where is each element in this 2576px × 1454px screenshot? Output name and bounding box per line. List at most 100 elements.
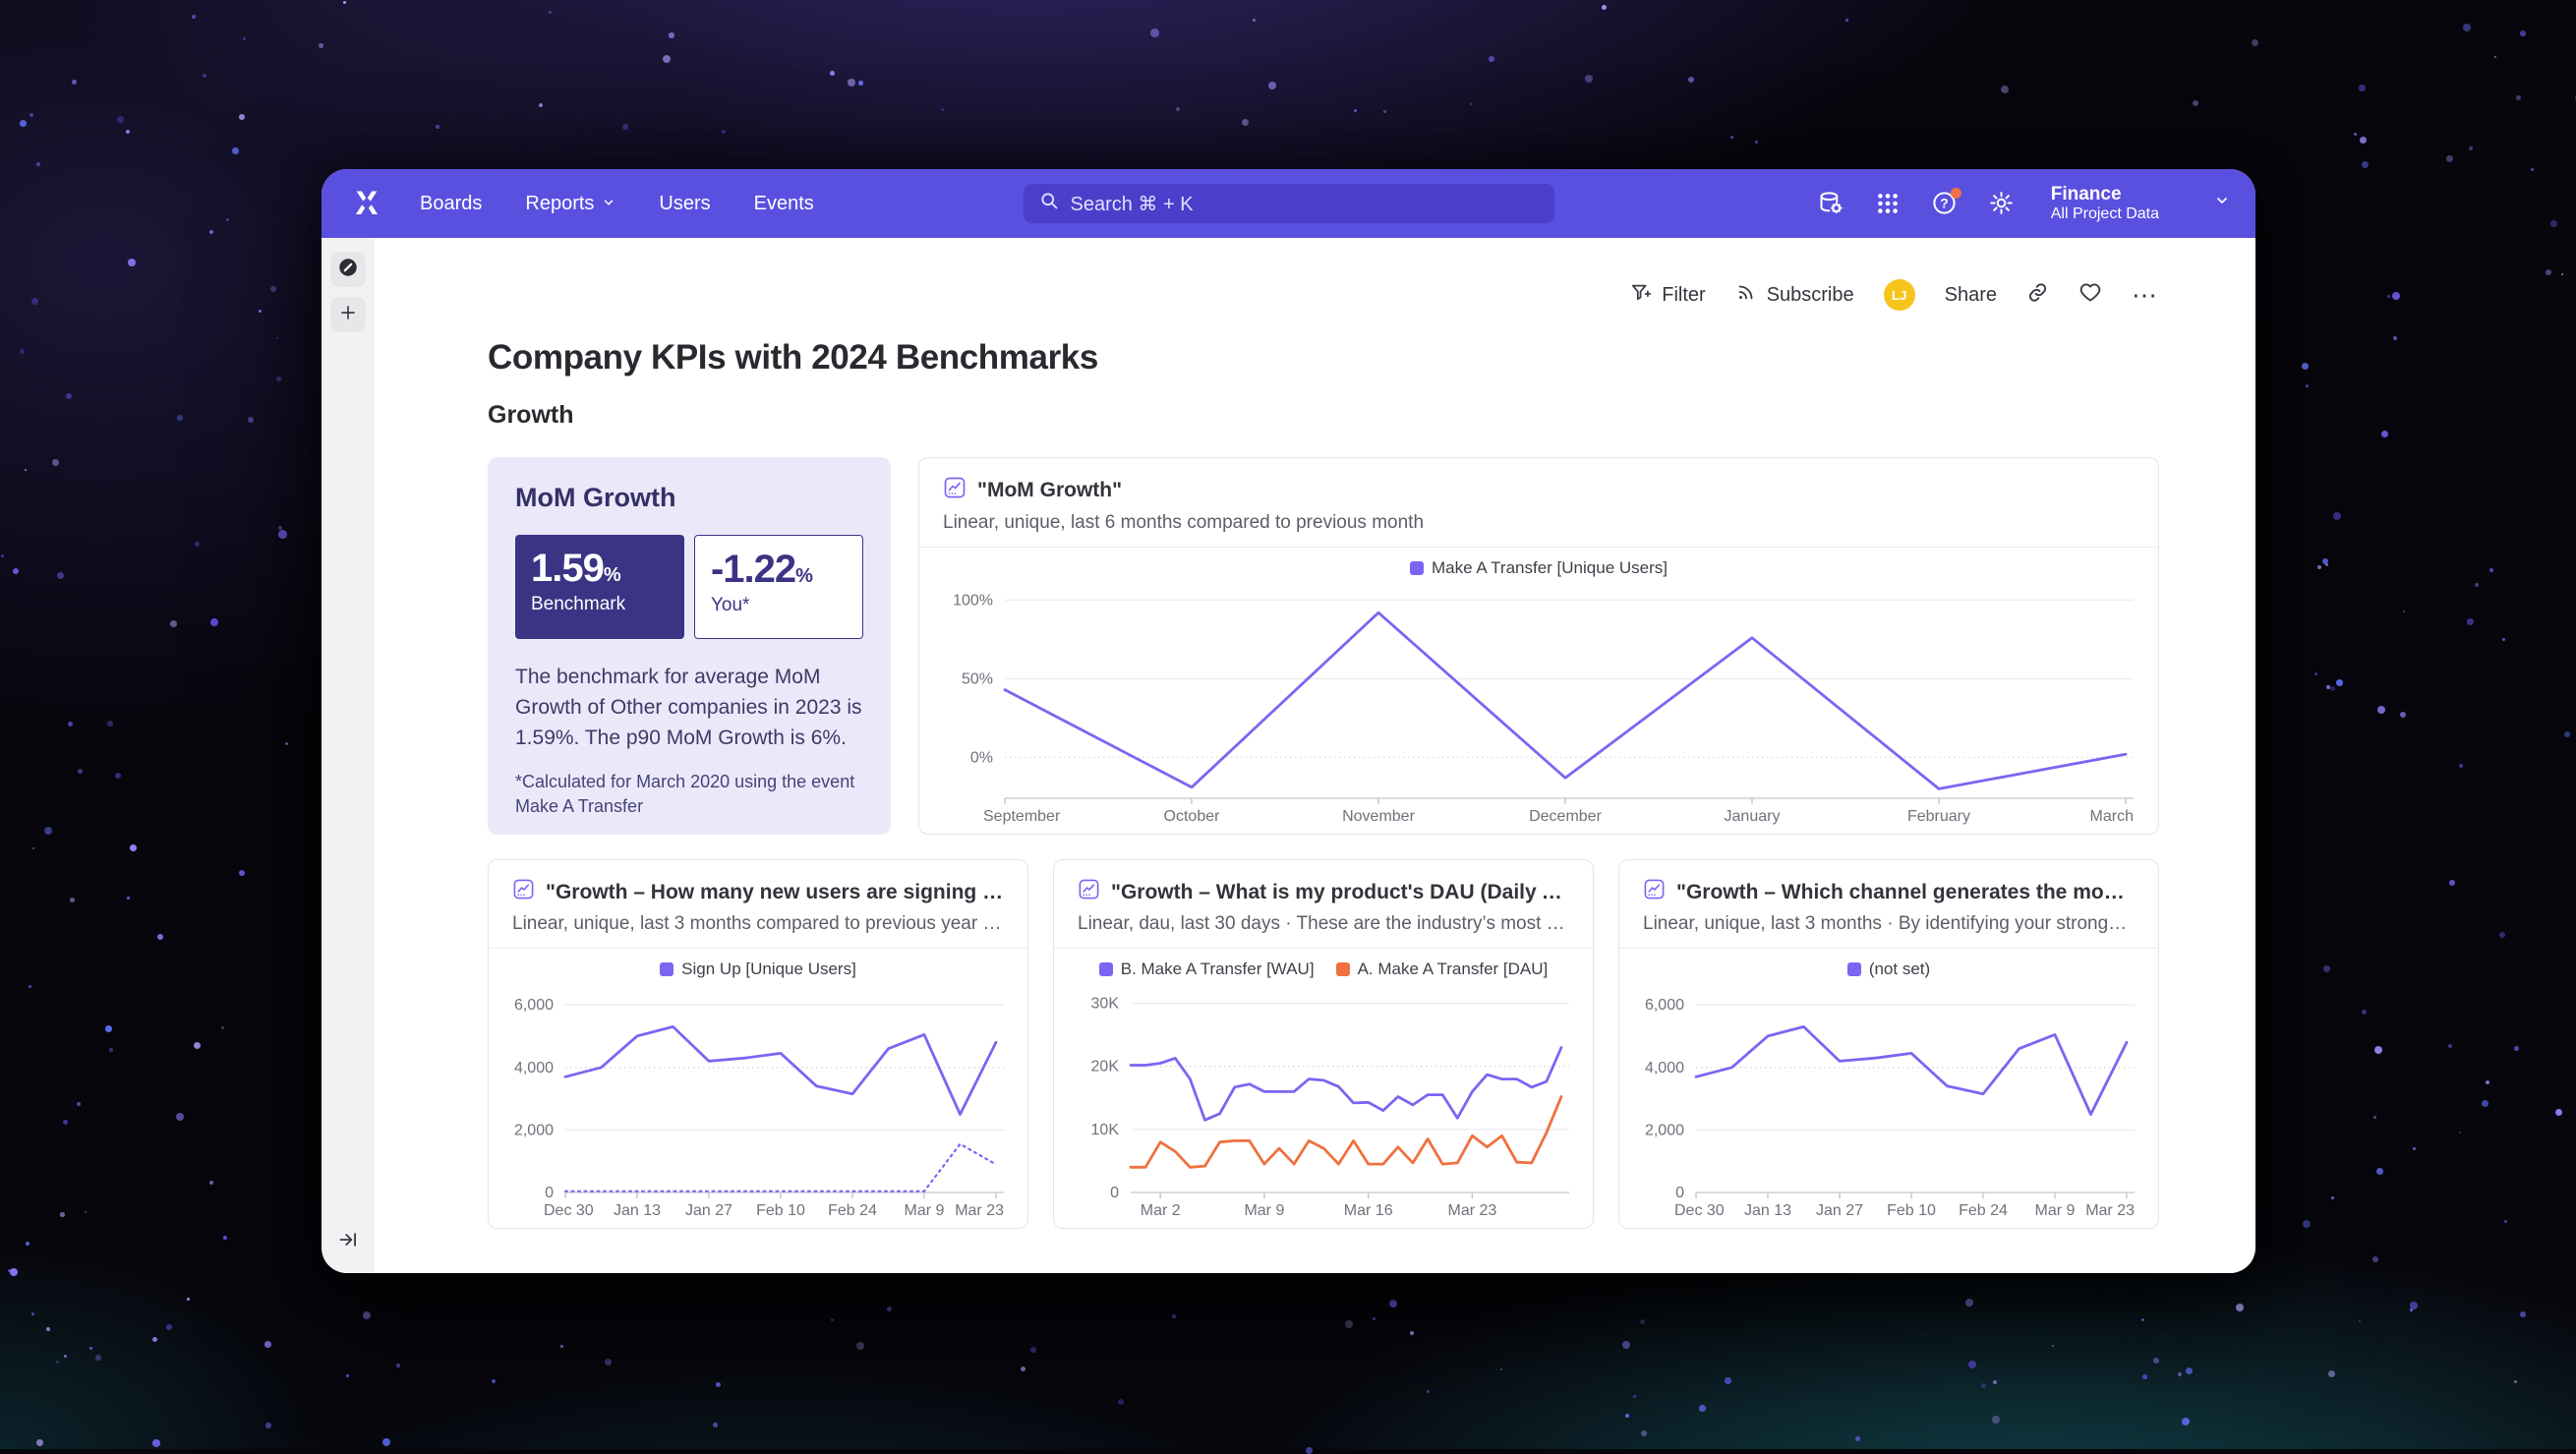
report-chart-icon <box>1643 878 1666 906</box>
svg-text:Feb 24: Feb 24 <box>828 1202 877 1219</box>
svg-text:0: 0 <box>1110 1185 1119 1201</box>
mom-growth-benchmark-card: MoM Growth 1.59% Benchmark -1.22% You* T… <box>488 457 891 835</box>
expand-sidebar-button[interactable] <box>330 1224 366 1259</box>
nav-right-cluster: ? Finance All Project Data <box>1817 184 2230 223</box>
chart-card-channels: "Growth – Which channel generates the mo… <box>1618 859 2159 1229</box>
svg-text:Feb 10: Feb 10 <box>1887 1202 1936 1219</box>
svg-text:Mar 23: Mar 23 <box>1448 1202 1497 1219</box>
legend-swatch-icon <box>1335 962 1350 976</box>
left-rail <box>322 238 375 1273</box>
search-icon <box>1039 191 1059 216</box>
legend-swatch-icon <box>1846 962 1861 976</box>
app-window: X Boards Reports Users Events Search ⌘ +… <box>322 169 2255 1273</box>
page-title: Company KPIs with 2024 Benchmarks <box>488 338 1098 377</box>
expand-sidebar-icon <box>338 1230 358 1254</box>
svg-text:100%: 100% <box>953 592 993 609</box>
nav-item-reports[interactable]: Reports <box>525 193 615 215</box>
svg-text:6,000: 6,000 <box>514 997 554 1014</box>
chart-title[interactable]: "Growth – What is my product's DAU (Dail… <box>1111 880 1569 903</box>
svg-text:Mar 9: Mar 9 <box>905 1202 945 1219</box>
nav-item-users[interactable]: Users <box>659 192 711 214</box>
chart-legend: (not set) <box>1619 960 2158 979</box>
compass-icon <box>337 257 359 283</box>
legend-item[interactable]: A. Make A Transfer [DAU] <box>1335 960 1548 979</box>
dau-line-chart[interactable]: 30K 20K 10K 0 Mar 2 Mar 9 Mar 16 Mar 23 <box>1054 979 1593 1228</box>
svg-text:Dec 30: Dec 30 <box>1674 1202 1725 1219</box>
svg-text:December: December <box>1529 808 1602 825</box>
legend-item[interactable]: B. Make A Transfer [WAU] <box>1098 960 1315 979</box>
benchmark-value-box: 1.59% Benchmark <box>515 535 684 639</box>
svg-text:September: September <box>983 808 1061 825</box>
svg-text:March: March <box>2090 808 2134 825</box>
you-value-box: -1.22% You* <box>693 535 863 639</box>
svg-text:Feb 10: Feb 10 <box>756 1202 805 1219</box>
chart-subtitle: Linear, unique, last 3 months · By ident… <box>1643 913 2135 934</box>
nav-item-events[interactable]: Events <box>753 192 814 214</box>
svg-text:Mar 2: Mar 2 <box>1141 1202 1181 1219</box>
chart-legend: Sign Up [Unique Users] <box>489 960 1027 979</box>
chart-title[interactable]: "Growth – Which channel generates the mo… <box>1676 880 2135 903</box>
channels-line-chart[interactable]: 6,000 4,000 2,000 0 Dec 30 Jan 13 Jan 27 Feb 10… <box>1619 979 2158 1228</box>
svg-text:Jan 13: Jan 13 <box>614 1202 661 1219</box>
svg-text:0: 0 <box>545 1185 554 1201</box>
legend-item[interactable]: Sign Up [Unique Users] <box>660 960 856 979</box>
report-chart-icon <box>512 878 535 906</box>
svg-text:?: ? <box>1941 197 1949 211</box>
legend-swatch-icon <box>660 962 674 976</box>
project-scope: All Project Data <box>2050 204 2159 222</box>
benchmark-description: The benchmark for average MoM Growth of … <box>515 666 862 749</box>
chart-title[interactable]: "Growth – How many new users are signing… <box>546 880 1004 903</box>
notification-badge <box>1950 187 1961 199</box>
search-placeholder: Search ⌘ + K <box>1070 193 1194 215</box>
settings-gear-icon[interactable] <box>1988 190 2016 217</box>
filter-funnel-icon <box>1630 281 1652 309</box>
svg-text:30K: 30K <box>1091 996 1120 1013</box>
legend-item[interactable]: Make A Transfer [Unique Users] <box>1410 558 1668 578</box>
signups-line-chart[interactable]: 6,000 4,000 2,000 0 Dec 30 Jan 13 Jan 27 Feb 10… <box>489 979 1027 1228</box>
report-chart-icon <box>1078 878 1100 906</box>
board-toolbar: Filter Subscribe LJ Share <box>488 277 2159 313</box>
share-button[interactable]: Share <box>1944 283 1997 306</box>
boards-compass-button[interactable] <box>330 252 366 287</box>
project-switcher[interactable]: Finance All Project Data <box>2051 184 2159 223</box>
data-management-icon[interactable] <box>1817 190 1844 217</box>
search-input[interactable]: Search ⌘ + K <box>1023 184 1554 223</box>
legend-swatch-icon <box>1098 962 1113 976</box>
legend-swatch-icon <box>1410 561 1424 575</box>
board-content: Filter Subscribe LJ Share <box>375 238 2255 1273</box>
svg-text:January: January <box>1725 808 1781 825</box>
mixpanel-logo-icon[interactable]: X <box>347 184 386 223</box>
chart-legend: Make A Transfer [Unique Users] <box>919 558 2158 578</box>
chevron-down-icon <box>602 193 615 215</box>
favorite-button[interactable] <box>2078 280 2102 310</box>
top-nav: X Boards Reports Users Events Search ⌘ +… <box>322 169 2255 238</box>
subscribe-button[interactable]: Subscribe <box>1735 281 1854 309</box>
chart-title[interactable]: "MoM Growth" <box>977 479 1123 501</box>
chart-subtitle: Linear, unique, last 3 months compared t… <box>512 913 1004 934</box>
svg-text:Feb 24: Feb 24 <box>1959 1202 2008 1219</box>
svg-text:Dec 30: Dec 30 <box>544 1202 594 1219</box>
mom-growth-line-chart[interactable]: 100% 50% 0% September October November Decembe… <box>919 578 2158 834</box>
svg-text:4,000: 4,000 <box>1645 1060 1684 1076</box>
svg-text:4,000: 4,000 <box>514 1060 554 1076</box>
svg-text:Jan 13: Jan 13 <box>1744 1202 1791 1219</box>
svg-text:February: February <box>1907 808 1970 825</box>
filter-button[interactable]: Filter <box>1630 281 1706 309</box>
help-icon[interactable]: ? <box>1931 187 1961 217</box>
svg-text:Jan 27: Jan 27 <box>685 1202 732 1219</box>
more-options-button[interactable]: ⋯ <box>2132 280 2159 310</box>
avatar[interactable]: LJ <box>1883 279 1915 311</box>
svg-text:October: October <box>1164 808 1221 825</box>
chart-subtitle: Linear, dau, last 30 days · These are th… <box>1078 913 1569 934</box>
nav-item-boards[interactable]: Boards <box>420 192 483 214</box>
project-chevron-down-icon[interactable] <box>2214 193 2230 213</box>
heart-icon <box>2078 280 2102 310</box>
apps-grid-icon[interactable] <box>1874 190 1902 217</box>
add-board-button[interactable] <box>330 297 366 332</box>
benchmark-footnote: *Calculated for March 2020 using the eve… <box>515 771 855 817</box>
legend-item[interactable]: (not set) <box>1846 960 1930 979</box>
svg-text:6,000: 6,000 <box>1645 997 1684 1014</box>
chart-legend: B. Make A Transfer [WAU] A. Make A Transf… <box>1054 960 1593 979</box>
copy-link-button[interactable] <box>2026 281 2049 310</box>
svg-text:Mar 23: Mar 23 <box>955 1202 1004 1219</box>
